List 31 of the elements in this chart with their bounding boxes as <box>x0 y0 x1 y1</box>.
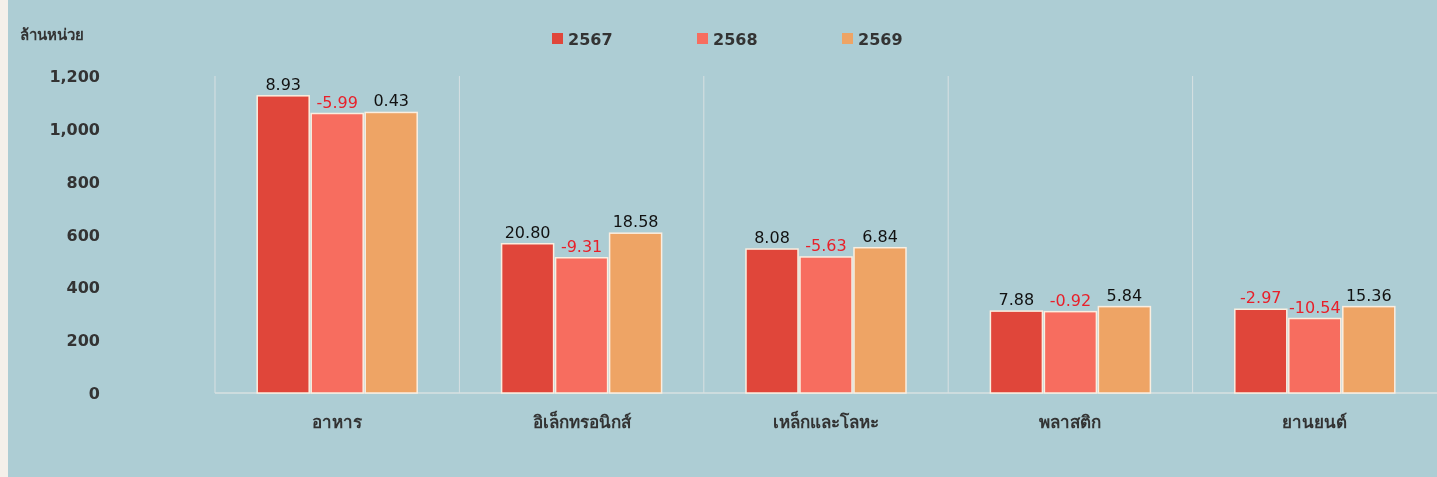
annotation: 6.84 <box>862 226 898 246</box>
x-tick-label: ยานยนต์ <box>1282 412 1348 432</box>
y-tick-label: 800 <box>66 172 100 192</box>
annotation: 8.93 <box>265 74 301 94</box>
legend-label: 2568 <box>713 30 758 49</box>
annotation: 18.58 <box>612 212 659 232</box>
annotation: 5.84 <box>1106 285 1143 305</box>
legend-label: 2567 <box>568 30 613 49</box>
annotation: -0.92 <box>1049 290 1092 310</box>
annotation: -2.97 <box>1240 288 1282 308</box>
x-tick-label: อิเล็กทรอนิกส์ <box>532 410 632 432</box>
annotation: 0.43 <box>373 91 409 111</box>
y-tick-label: 0 <box>88 384 100 403</box>
annotation: 8.08 <box>754 228 790 248</box>
x-tick-label: เหล็กและโลหะ <box>773 410 879 432</box>
x-tick-label: พลาสติก <box>1039 412 1102 432</box>
annotation: 7.88 <box>998 290 1035 310</box>
y-tick-label: 600 <box>66 225 100 245</box>
annotation: 15.36 <box>1345 285 1392 305</box>
x-tick-label: อาหาร <box>312 412 364 432</box>
legend-label: 2569 <box>858 30 903 49</box>
annotation: -5.99 <box>316 92 358 112</box>
y-tick-label: 1,200 <box>49 67 100 86</box>
y-axis-title: ล้านหน่วย <box>20 26 84 44</box>
y-tick-label: 200 <box>66 331 100 351</box>
annotation: -5.63 <box>805 235 847 255</box>
y-tick-label: 400 <box>66 278 100 298</box>
y-tick-label: 1,000 <box>49 119 100 139</box>
annotation: -9.31 <box>560 236 603 256</box>
annotation: -10.54 <box>1289 297 1341 317</box>
annotation: 20.80 <box>504 222 551 242</box>
